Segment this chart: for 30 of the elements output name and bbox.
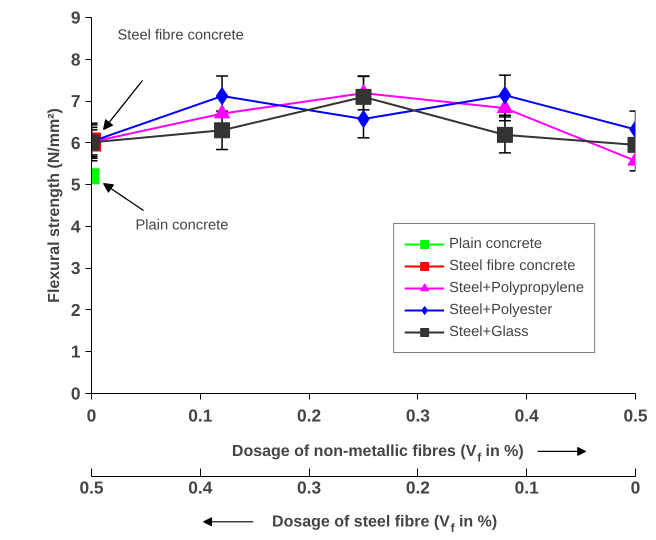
annotation: Plain concrete	[136, 218, 228, 234]
x2-tick-label: 0	[630, 478, 640, 498]
x-tick-label: 0.5	[623, 406, 648, 426]
legend-label: Steel fibre concrete	[449, 258, 576, 274]
y-tick-label: 7	[70, 91, 81, 112]
legend-label: Plain concrete	[449, 236, 542, 252]
x2-tick-label: 0.4	[188, 478, 213, 498]
x-tick-label: 0.4	[514, 406, 540, 426]
x-tick-label: 0.3	[406, 406, 430, 426]
y-tick-label: 1	[70, 342, 81, 362]
y-tick-label: 8	[70, 49, 81, 70]
y-tick-label: 4	[70, 216, 81, 236]
x2-tick-label: 0.2	[406, 478, 430, 498]
y-tick-label: 5	[70, 174, 81, 195]
x-tick-label: 0	[86, 406, 96, 426]
y-tick-label: 2	[70, 300, 81, 320]
annotation: Steel fibre concrete	[118, 28, 244, 44]
x-tick-label: 0.1	[188, 406, 213, 426]
y-tick-label: 6	[70, 132, 81, 153]
x2-tick-label: 0.1	[514, 478, 540, 498]
legend-label: Steel+Polyester	[449, 302, 552, 318]
y-tick-label: 0	[70, 384, 81, 404]
y-axis-title: Flexural strength (N/mm²)	[46, 108, 63, 303]
legend-label: Steel+Polypropylene	[449, 280, 584, 296]
x-tick-label: 0.2	[297, 406, 322, 426]
x2-tick-label: 0.5	[79, 478, 104, 498]
x2-tick-label: 0.3	[297, 478, 322, 498]
legend-label: Steel+Glass	[449, 324, 529, 340]
y-tick-label: 3	[70, 258, 81, 278]
y-tick-label: 9	[70, 8, 81, 28]
